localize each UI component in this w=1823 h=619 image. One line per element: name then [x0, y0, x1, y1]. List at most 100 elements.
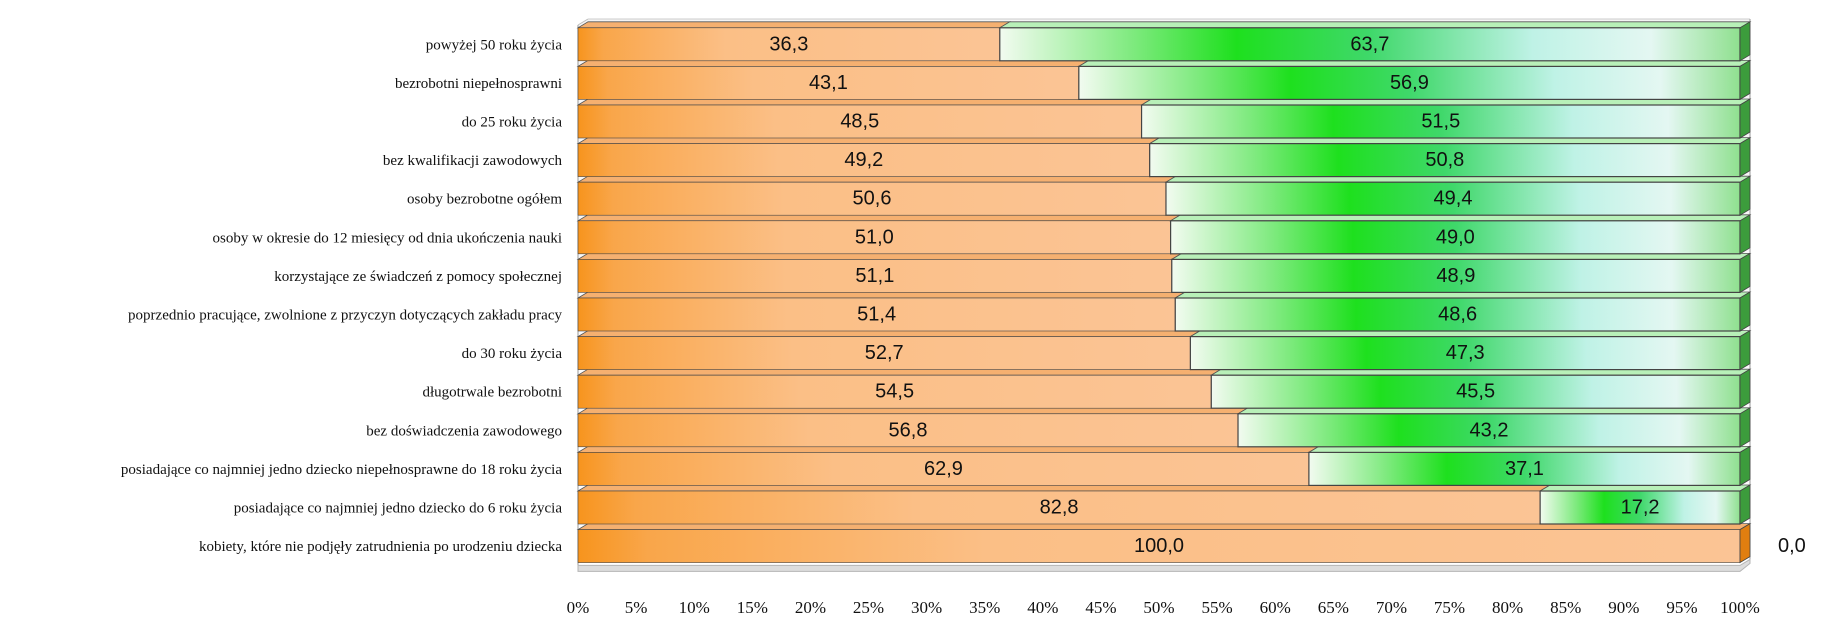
bar-segment-green: [1077, 59, 1752, 101]
bar-front-face: [577, 336, 1191, 370]
bar-segment-green: [1148, 136, 1752, 178]
bar-front-face: [577, 220, 1171, 255]
x-tick-label: 55%: [1202, 598, 1233, 617]
bar-segment-green: [1236, 407, 1752, 448]
value-label-green: 0,0: [1778, 535, 1806, 557]
bar-side-face: [1739, 214, 1751, 255]
category-label: powyżej 50 roku życia: [426, 37, 563, 53]
bar-top-face: [576, 291, 1187, 299]
category-label: do 25 roku życia: [462, 115, 563, 131]
bar-front-face: [577, 490, 1541, 525]
value-label-green: 48,9: [1436, 265, 1475, 287]
bar-top-face: [576, 137, 1162, 144]
category-label: kobiety, które nie podjęły zatrudnienia …: [199, 539, 562, 555]
bar-front-face: [1149, 143, 1741, 178]
bar-side-face: [1739, 407, 1751, 448]
bar-front-face: [577, 452, 1310, 486]
x-tick-label: 85%: [1550, 598, 1581, 617]
bar-segment-green: [1164, 175, 1752, 216]
category-label: osoby w okresie do 12 miesięcy od dnia u…: [213, 230, 563, 246]
value-label-green: 45,5: [1456, 381, 1495, 403]
x-tick-label: 40%: [1027, 598, 1058, 617]
value-label-orange: 51,0: [855, 226, 894, 248]
value-label-green: 51,5: [1421, 111, 1460, 133]
category-label: długotrwale bezrobotni: [422, 385, 562, 401]
x-tick-label: 75%: [1434, 598, 1465, 617]
bar-side-face: [1739, 175, 1751, 216]
bar-side-face: [1739, 98, 1751, 139]
x-tick-label: 60%: [1260, 598, 1291, 617]
bar-top-face: [576, 446, 1321, 453]
value-label-orange: 48,5: [840, 111, 879, 133]
bar-front-face: [577, 181, 1167, 216]
bar-segment-orange: [576, 214, 1183, 255]
bar-top-face: [998, 21, 1752, 29]
x-tick-label: 5%: [625, 598, 648, 617]
x-tick-label: 35%: [969, 598, 1000, 617]
x-tick-label: 20%: [795, 598, 826, 617]
bar-segment-orange: [576, 21, 1012, 62]
bar-front-face: [577, 66, 1080, 100]
bar-segment-green: [1538, 484, 1752, 525]
value-label-orange: 49,2: [844, 149, 883, 171]
bar-top-face: [576, 407, 1250, 415]
bar-segment-green: [1307, 445, 1752, 487]
x-tick-label: 65%: [1318, 598, 1349, 617]
bar-side-face: [1739, 291, 1751, 332]
bar-side-face: [1739, 252, 1751, 294]
value-label-green: 49,4: [1434, 188, 1473, 210]
wall-top-edge: [577, 18, 589, 26]
bar-front-face: [1237, 413, 1741, 448]
bar-top-face: [576, 214, 1183, 222]
x-tick-label: 50%: [1143, 598, 1174, 617]
bar-side-face: [1739, 329, 1751, 371]
bar-segment-green: [1140, 98, 1752, 139]
bar-top-face: [576, 368, 1223, 376]
floor: [577, 558, 1751, 572]
value-label-orange: 52,7: [865, 342, 904, 364]
value-label-green: 37,1: [1505, 458, 1544, 480]
bar-front-face: [1170, 220, 1741, 255]
bar-segment-green: [1170, 252, 1752, 294]
value-label-green: 50,8: [1425, 149, 1464, 171]
bar-side-face: [1739, 445, 1751, 487]
value-label-orange: 62,9: [924, 458, 963, 480]
bar-side-face: [1739, 484, 1751, 525]
x-tick-label: 0%: [567, 598, 590, 617]
x-tick-label: 80%: [1492, 598, 1523, 617]
x-tick-label: 95%: [1666, 598, 1697, 617]
category-labels: powyżej 50 roku życia bezrobotni niepełno…: [121, 37, 563, 555]
bar-front-face: [1174, 297, 1741, 332]
bar-side-face: [1739, 522, 1751, 564]
bar-side-face: [1739, 21, 1751, 62]
category-label: korzystające ze świadczeń z pomocy społe…: [274, 269, 562, 285]
bar-segment-orange: [576, 407, 1250, 448]
x-tick-label: 100%: [1720, 598, 1760, 617]
bar-top-face: [576, 175, 1178, 183]
value-label-green: 49,0: [1436, 226, 1475, 248]
value-label-orange: 54,5: [875, 381, 914, 403]
value-label-orange: 43,1: [809, 72, 848, 94]
category-label: bez doświadczenia zawodowego: [366, 423, 562, 439]
x-tick-label: 45%: [1085, 598, 1116, 617]
value-label-green: 43,2: [1470, 419, 1509, 441]
x-tick-label: 10%: [679, 598, 710, 617]
bar-segment-orange: [576, 59, 1091, 101]
bar-segment-green: [1169, 214, 1752, 255]
bar-front-face: [577, 413, 1239, 448]
x-tick-label: 90%: [1608, 598, 1639, 617]
value-label-orange: 51,1: [855, 265, 894, 287]
value-label-green: 17,2: [1621, 497, 1660, 519]
bar-segment-green: [1209, 368, 1752, 409]
value-label-orange: 50,6: [853, 188, 892, 210]
bar-segment-green: [1188, 329, 1752, 371]
bar-segment-green: [998, 21, 1752, 62]
x-tick-label: 25%: [853, 598, 884, 617]
category-label: posiadające co najmniej jedno dziecko ni…: [121, 462, 562, 478]
value-label-orange: 82,8: [1040, 497, 1079, 519]
category-label: posiadające co najmniej jedno dziecko do…: [234, 501, 563, 517]
x-tick-label: 15%: [737, 598, 768, 617]
bar-front-face: [1171, 258, 1741, 293]
bar-front-face: [1308, 451, 1741, 486]
